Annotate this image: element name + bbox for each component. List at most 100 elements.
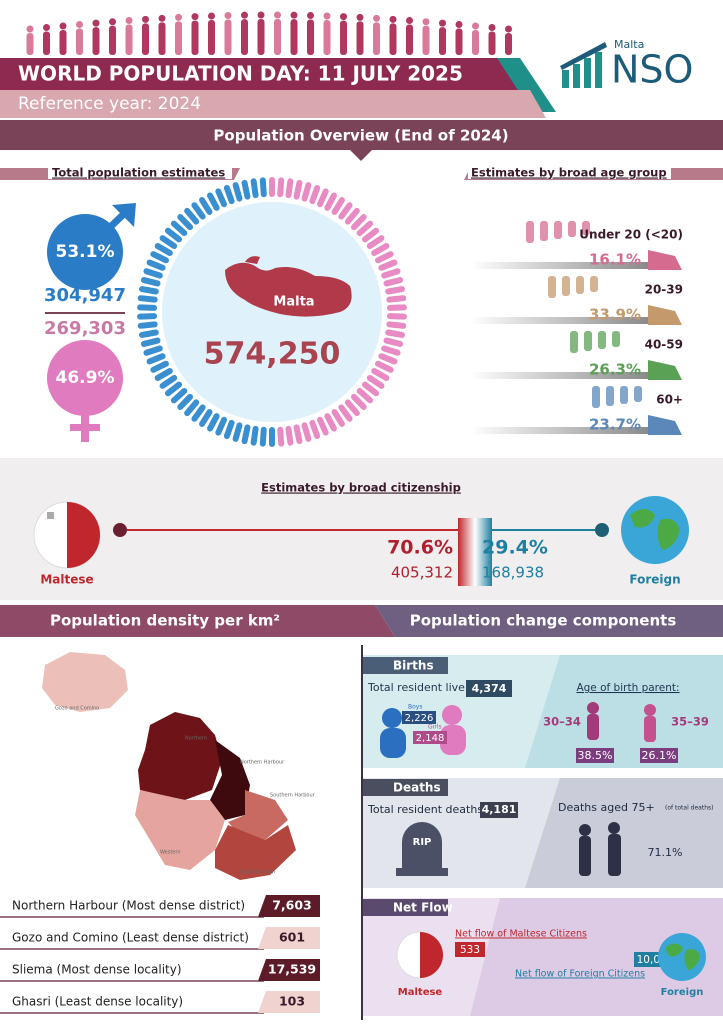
ring-person: [386, 295, 407, 303]
value: 26.1%: [642, 749, 677, 762]
ring-person: [241, 424, 251, 445]
silhouette-body: [76, 28, 83, 55]
density-value: 601: [279, 930, 305, 945]
ring-person: [232, 182, 243, 202]
density-box: [258, 959, 320, 981]
ring-person: [293, 424, 303, 445]
value-box: [455, 942, 485, 957]
foreign-count: 168,938: [482, 564, 544, 582]
ring-person: [150, 360, 169, 373]
ring-person: [383, 337, 404, 347]
silhouette-body: [472, 29, 479, 55]
ring-person: [381, 345, 401, 356]
ring-person: [137, 313, 158, 320]
silhouette-head: [472, 22, 479, 30]
age-value: 26.3%: [589, 361, 641, 379]
age-figure: [548, 276, 556, 298]
silhouette-body: [356, 21, 364, 55]
male-count: 304,947: [44, 285, 126, 306]
subtitle: Reference year: 2024: [18, 94, 201, 114]
ring-person: [143, 345, 163, 356]
density-value: 17,539: [268, 962, 316, 977]
ring-person: [277, 177, 285, 198]
map: [42, 652, 296, 880]
elderly: [579, 822, 621, 876]
title: WORLD POPULATION DAY: 11 JULY 2025: [18, 62, 463, 86]
silhouette-body: [422, 25, 430, 55]
silhouette-body: [43, 31, 50, 55]
banner-stripe: [497, 58, 556, 112]
age-figure: [598, 331, 606, 349]
value: 38.5%: [578, 749, 613, 762]
map-label: Northern: [185, 736, 207, 742]
density-rows: Northern Harbour (Most dense district) 7,…: [0, 895, 320, 1014]
ring-person: [324, 413, 337, 432]
age-figure: [570, 331, 578, 353]
age-figure: [582, 221, 590, 235]
ring-person: [199, 197, 213, 215]
density-label: Northern Harbour (Most dense district): [12, 899, 245, 913]
silhouette-head: [389, 15, 397, 23]
maltese-pct: 70.6%: [387, 537, 453, 559]
map-labels: Gozo and Comino Northern Northern Harbour S…: [55, 706, 316, 876]
ring-person: [164, 381, 183, 397]
ring-person: [381, 268, 401, 279]
foreign-label: Foreign: [629, 573, 680, 587]
ring-person: [356, 387, 374, 404]
parents: [587, 702, 656, 742]
silhouette-head: [290, 11, 298, 19]
silhouette-body: [455, 28, 463, 55]
age-label: 60+: [656, 393, 683, 407]
ring-person: [207, 413, 220, 432]
age-groups: Under 20 (<20) 16.1% 20-39 33.9% 40-59 26.3% 6…: [470, 221, 683, 435]
ring-person: [385, 286, 405, 295]
ring-person: [269, 177, 275, 197]
tag-label: Births: [393, 659, 434, 673]
ring-person: [215, 188, 228, 208]
silhouette-body: [307, 19, 314, 55]
ring-person: [170, 220, 188, 237]
value: 4,374: [472, 682, 507, 695]
age-figure: [584, 331, 592, 351]
ring-person: [361, 381, 380, 397]
silhouette-body: [191, 20, 199, 56]
ring-person: [269, 427, 275, 447]
flag-label: Maltese: [398, 987, 443, 998]
male-symbol: [47, 203, 136, 290]
female-symbol: [47, 340, 123, 442]
silhouette-head: [274, 11, 281, 19]
logo-small: Malta: [614, 38, 644, 51]
boys-label: Boys: [408, 704, 422, 711]
ring-person: [293, 179, 303, 200]
silhouette-head: [125, 17, 133, 25]
value-box: [480, 802, 518, 818]
ring-person: [140, 277, 161, 287]
total-circle: [162, 202, 382, 422]
silhouette-head: [257, 11, 265, 19]
ring-person: [177, 214, 194, 231]
density-value: 7,603: [272, 898, 312, 913]
silhouette-body: [373, 22, 380, 55]
split-bar: [458, 518, 492, 586]
ring-person: [344, 207, 360, 225]
ring-person: [386, 304, 407, 311]
ring-person: [301, 182, 312, 202]
age-label: 40-59: [645, 338, 683, 352]
ring-person: [223, 184, 235, 205]
value-box: [640, 748, 678, 763]
ring-person: [164, 227, 183, 243]
ring-person: [378, 353, 398, 365]
value-box: [413, 731, 447, 744]
ring-person: [140, 337, 161, 347]
netflow-panel: [470, 898, 723, 1016]
silhouette-head: [43, 23, 50, 31]
silhouette-body: [439, 27, 446, 55]
tag: [363, 899, 448, 916]
ring-person: [259, 177, 267, 198]
silhouettes: [26, 11, 512, 56]
deaths-panel: [525, 778, 723, 888]
ring-person: [170, 387, 188, 404]
ring-person: [184, 399, 200, 417]
ring-person: [285, 425, 294, 446]
